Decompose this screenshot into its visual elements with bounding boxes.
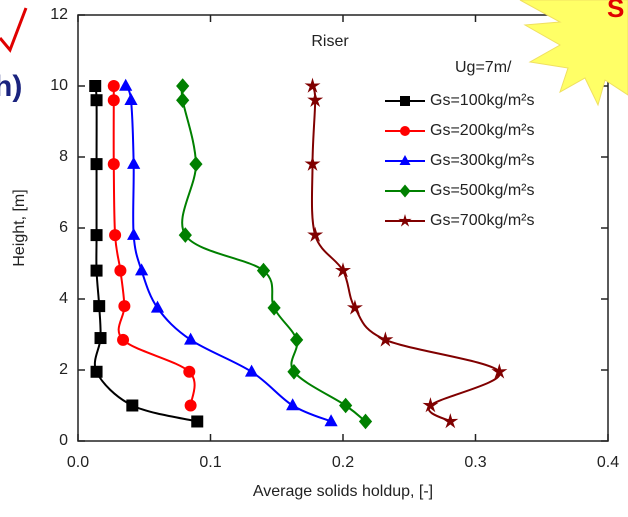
- y-tick-label: 12: [50, 6, 68, 23]
- legend-item: Gs=700kg/m²s: [385, 212, 534, 229]
- y-tick-label: 0: [59, 432, 68, 449]
- marker: [150, 300, 165, 313]
- marker: [377, 331, 394, 347]
- left-fragment: h): [0, 70, 22, 103]
- legend-item: Gs=500kg/m²s: [385, 182, 534, 199]
- marker: [90, 229, 103, 242]
- marker: [286, 398, 300, 411]
- marker: [304, 77, 321, 93]
- checkmark: [0, 7, 28, 53]
- series-line: [310, 85, 501, 423]
- marker: [191, 415, 204, 428]
- marker: [117, 333, 130, 346]
- series-line: [112, 86, 196, 406]
- marker: [189, 156, 203, 172]
- marker: [107, 80, 120, 92]
- marker: [135, 263, 149, 276]
- x-tick-label: 0.3: [464, 454, 486, 471]
- series-line: [124, 85, 332, 423]
- y-tick-label: 4: [59, 290, 68, 307]
- legend-title: Ug=7m/: [455, 59, 512, 76]
- legend-label: Gs=300kg/m²s: [430, 152, 534, 169]
- marker: [339, 397, 353, 414]
- marker: [90, 158, 103, 171]
- x-tick-label: 0.1: [199, 454, 221, 471]
- marker: [290, 332, 304, 348]
- y-axis-label: Height, [m]: [11, 189, 28, 266]
- marker: [398, 214, 412, 227]
- star-fragment: S: [607, 0, 624, 23]
- chart-title: Riser: [311, 33, 349, 50]
- marker: [126, 399, 139, 412]
- marker: [90, 264, 103, 277]
- marker: [176, 78, 190, 94]
- marker: [93, 300, 106, 313]
- y-tick-label: 2: [59, 361, 68, 378]
- marker: [119, 78, 133, 91]
- y-tick-label: 10: [50, 77, 68, 94]
- marker: [94, 332, 107, 345]
- marker: [244, 364, 259, 377]
- marker: [287, 363, 301, 380]
- marker: [184, 332, 198, 345]
- x-tick-label: 0.0: [67, 454, 89, 471]
- marker: [304, 155, 321, 171]
- marker: [307, 226, 324, 242]
- marker: [400, 96, 410, 106]
- marker: [178, 227, 192, 243]
- marker: [124, 93, 138, 105]
- marker: [127, 227, 141, 240]
- marker: [118, 300, 131, 313]
- y-tick-label: 8: [59, 148, 68, 165]
- y-tick-label: 6: [59, 219, 68, 236]
- marker: [183, 365, 196, 378]
- legend-label: Gs=700kg/m²s: [430, 212, 534, 229]
- legend-item: Gs=100kg/m²s: [385, 92, 534, 109]
- marker: [358, 413, 373, 430]
- x-tick-label: 0.2: [332, 454, 354, 471]
- marker: [107, 94, 120, 107]
- series-line: [93, 85, 198, 423]
- marker: [109, 229, 122, 242]
- marker: [90, 365, 103, 378]
- marker: [184, 399, 197, 412]
- legend-item: Gs=300kg/m²s: [385, 152, 534, 169]
- series-line: [180, 85, 367, 423]
- marker: [422, 397, 439, 413]
- marker: [399, 184, 411, 198]
- x-tick-label: 0.4: [597, 454, 619, 471]
- marker: [442, 413, 459, 429]
- legend-label: Gs=100kg/m²s: [430, 92, 534, 109]
- marker: [90, 94, 103, 107]
- marker: [127, 156, 141, 169]
- marker: [324, 414, 338, 427]
- marker: [89, 80, 102, 92]
- legend-label: Gs=200kg/m²s: [430, 122, 534, 139]
- marker: [307, 91, 324, 107]
- marker: [346, 299, 363, 315]
- x-axis-label: Average solids holdup, [-]: [253, 483, 433, 500]
- marker: [400, 126, 410, 136]
- starburst: [519, 0, 628, 107]
- marker: [399, 155, 411, 165]
- plot-area: 0.0 0.1 0.2 0.3 0.4 0 2 4 6 8 10 12: [50, 6, 619, 471]
- marker: [256, 262, 271, 279]
- legend-label: Gs=500kg/m²s: [430, 182, 534, 199]
- marker: [107, 158, 120, 171]
- marker: [176, 92, 190, 108]
- legend-item: Gs=200kg/m²s: [385, 122, 534, 139]
- marker: [267, 300, 281, 316]
- marker: [114, 264, 127, 277]
- marker: [491, 363, 508, 379]
- marker: [335, 262, 351, 278]
